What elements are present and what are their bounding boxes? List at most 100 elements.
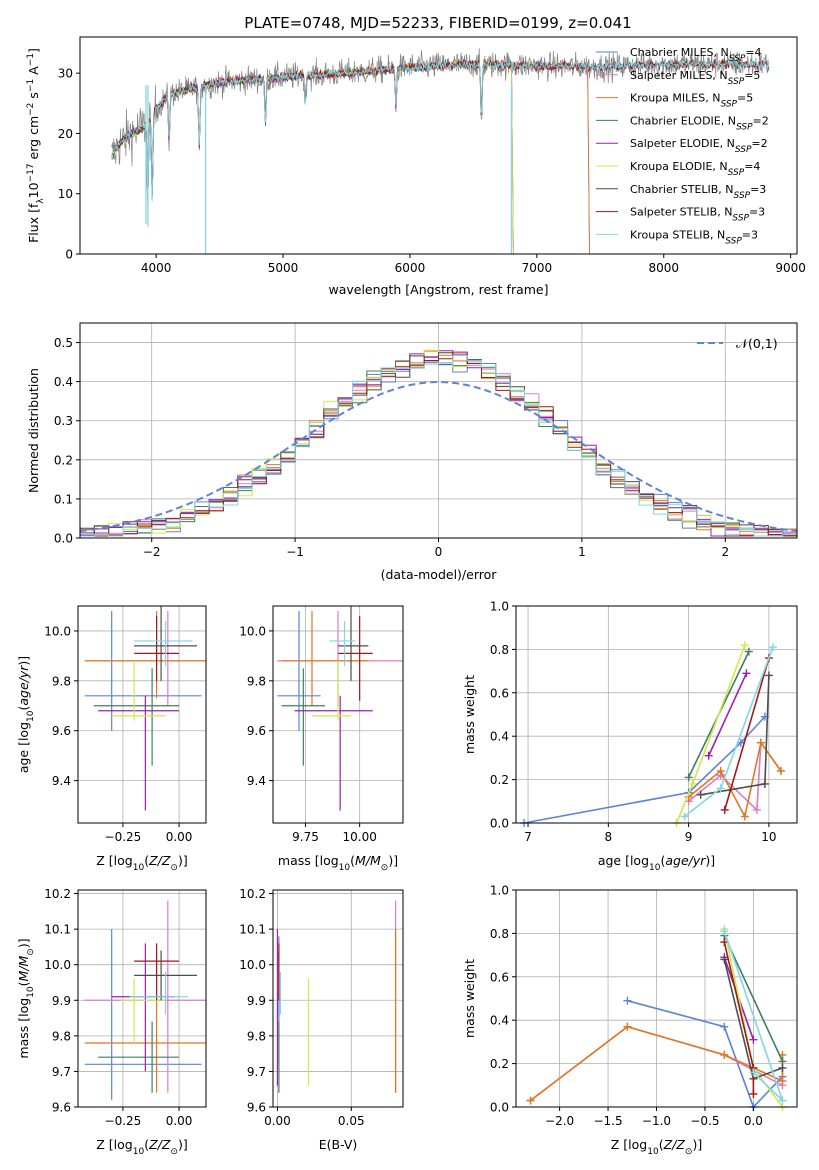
plot-area: 𝒩(0,1) [80, 336, 797, 537]
y-axis-label: mass weight [462, 675, 477, 754]
grid [516, 605, 797, 824]
axes-border [515, 889, 798, 1108]
label-part: )] [178, 1137, 188, 1152]
data-point [704, 751, 713, 760]
y-tick-label: 0.3 [54, 414, 73, 428]
chart-residual-hist: 𝒩(0,1) −2 −1 0 1 2 0.0 0.1 0.2 0.3 0.4 0.5 (data-mod… [26, 322, 798, 582]
x-tick-label: −0.25 [105, 1114, 142, 1128]
data-point [720, 938, 729, 947]
y-tick-label: 9.8 [52, 674, 71, 688]
legend-entry: Kroupa STELIB, NSSP=3 [630, 228, 758, 246]
label-part: A [26, 66, 41, 79]
label-part: wavelength [Angstrom, rest frame] [328, 282, 548, 297]
data-point [716, 766, 725, 775]
y-tick-label: 0.4 [54, 375, 73, 389]
axes-border [77, 605, 207, 824]
x-tick-label: 9000 [775, 261, 806, 275]
y-tick-label: 10.0 [44, 958, 71, 972]
legend-entry: Salpeter ELODIE, NSSP=2 [630, 137, 768, 155]
normal-reference-curve [80, 380, 797, 533]
label-part: SSP [735, 145, 752, 155]
y-tick-label: 0.4 [490, 730, 509, 744]
label-part: SSP [728, 77, 745, 87]
grid [78, 606, 206, 823]
spectrum-lines [111, 48, 770, 254]
x-tick-label: 0.00 [264, 1114, 291, 1128]
y-tick-label: 0.8 [490, 643, 509, 657]
legend-entry: Salpeter STELIB, NSSP=3 [630, 206, 765, 224]
legend-entry: 𝒩(0,1) [736, 336, 778, 351]
label-part: Salpeter STELIB, N [630, 206, 732, 219]
axes-frame: 0.00 0.05 9.6 9.7 9.8 9.9 10.0 10.1 10.2 E(B-V) [239, 887, 404, 1152]
plot-area [277, 606, 403, 811]
label-part: Salpeter ELODIE, N [630, 137, 735, 150]
data-point [680, 812, 689, 821]
model-spectrum [111, 58, 770, 202]
y-tick-label: 10.0 [239, 958, 266, 972]
x-tick-label: 2 [721, 545, 729, 559]
label-part: ( [144, 1137, 149, 1152]
label-part: mass [log [16, 998, 31, 1059]
y-tick-label: 0.2 [54, 453, 73, 467]
chart-mass-weight-vs-Z: −2.0 −1.5 −1.0 −0.5 0.0 0.0 0.2 0.4 0.6 0.8 1.0 Z [… [462, 884, 798, 1157]
y-axis-label: mass [log10(M/M⊙)] [16, 938, 36, 1058]
label-part: age/yr [665, 853, 706, 868]
data-point [716, 784, 725, 793]
data-point [684, 773, 693, 782]
grid [273, 890, 403, 1108]
x-tick-label: −1.0 [642, 1114, 671, 1128]
axes-frame: 4000 5000 6000 7000 8000 9000 0 10 20 30 wavelengt… [26, 36, 806, 297]
series-line [684, 646, 774, 818]
x-tick-label: −1 [286, 545, 304, 559]
histogram-step [80, 355, 797, 537]
y-axis-label: Flux [fλ10−17 erg cm−2 s−1 A−1] [26, 48, 46, 243]
label-part: )] [178, 853, 188, 868]
y-tick-label: 0.8 [490, 927, 509, 941]
label-part: ⊙ [170, 863, 178, 873]
axes-border [272, 605, 404, 824]
data-point [749, 1089, 758, 1098]
x-tick-label: 10 [761, 830, 776, 844]
label-part: age [log [598, 853, 649, 868]
legend-entry: Chabrier STELIB, NSSP=3 [630, 183, 766, 201]
data-point [740, 812, 749, 821]
label-part: )] [16, 938, 31, 948]
data-point [742, 669, 751, 678]
label-part: mass [log [278, 853, 339, 868]
y-tick-label: 0.2 [490, 1057, 509, 1071]
data-point [688, 779, 697, 788]
label-part: 10 [133, 1147, 145, 1157]
x-axis-label: E(B-V) [319, 1137, 358, 1152]
x-tick-label: 1 [578, 545, 586, 559]
y-tick-label: 1.0 [490, 600, 509, 614]
y-tick-label: 9.6 [247, 1101, 266, 1115]
x-tick-label: 9.75 [292, 830, 319, 844]
label-part: 10 [339, 863, 351, 873]
y-tick-label: 30 [58, 67, 73, 81]
x-axis-label: Z [log10(Z/Z⊙)] [611, 1137, 702, 1157]
axes-border [77, 889, 207, 1108]
y-axis-label: Normed distribution [26, 368, 41, 493]
x-tick-label: 5000 [268, 261, 299, 275]
data-point [720, 955, 729, 964]
data-point [756, 738, 765, 747]
x-tick-label: −1.5 [593, 1114, 622, 1128]
label-part: Kroupa ELODIE, N [630, 160, 728, 173]
label-part: 10 [649, 863, 661, 873]
data-point [760, 779, 769, 788]
model-spectrum [111, 59, 514, 254]
label-part: )] [692, 1137, 702, 1152]
y-tick-label: 10.1 [44, 923, 71, 937]
figure-title: PLATE=0748, MJD=52233, FIBERID=0199, z=0… [244, 14, 631, 32]
y-tick-label: 9.9 [247, 994, 266, 1008]
label-part: ] [26, 48, 41, 53]
data-point [778, 1076, 787, 1085]
chart-age-vs-Z: −0.25 0.009.49.69.810.0Z [log10(Z/Z⊙)]age… [16, 605, 207, 873]
data-point [764, 671, 773, 680]
axes-border [272, 889, 404, 1108]
